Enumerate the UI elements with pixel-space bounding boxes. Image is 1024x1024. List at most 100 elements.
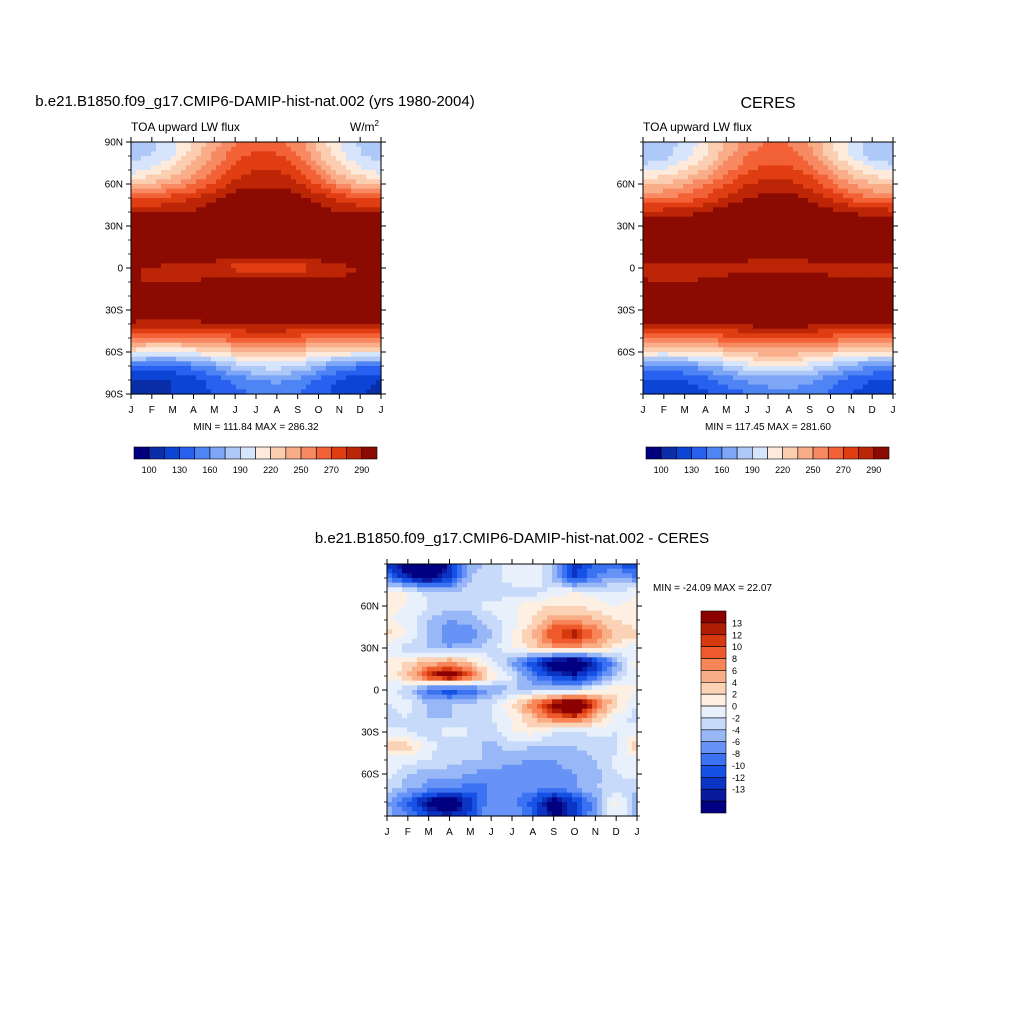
heatmap-cell: [206, 184, 212, 190]
heatmap-cell: [828, 324, 834, 330]
heatmap-cell: [738, 328, 744, 334]
heatmap-cell: [888, 286, 894, 292]
heatmap-cell: [648, 212, 654, 218]
heatmap-cell: [246, 249, 252, 255]
heatmap-cell: [663, 198, 669, 204]
heatmap-cell: [873, 156, 879, 162]
heatmap-cell: [713, 338, 719, 344]
heatmap-cell: [743, 142, 749, 148]
heatmap-cell: [848, 221, 854, 227]
heatmap-cell: [166, 156, 172, 162]
heatmap-cell: [658, 338, 664, 344]
heatmap-cell: [371, 216, 377, 222]
heatmap-cell: [648, 151, 654, 157]
heatmap-cell: [271, 240, 277, 246]
heatmap-cell: [171, 216, 177, 222]
heatmap-cell: [306, 356, 312, 362]
heatmap-cell: [673, 193, 679, 199]
heatmap-cell: [778, 319, 784, 325]
heatmap-cell: [788, 235, 794, 241]
heatmap-cell: [763, 296, 769, 302]
heatmap-cell: [703, 221, 709, 227]
heatmap-cell: [176, 384, 182, 390]
heatmap-cell: [146, 277, 152, 283]
heatmap-cell: [758, 193, 764, 199]
heatmap-cell: [181, 333, 187, 339]
heatmap-cell: [321, 202, 327, 208]
heatmap-cell: [251, 207, 257, 213]
heatmap-cell: [351, 146, 357, 152]
heatmap-cell: [743, 230, 749, 236]
heatmap-cell: [276, 352, 282, 358]
heatmap-cell: [236, 338, 242, 344]
heatmap-cell: [326, 338, 332, 344]
heatmap-cell: [838, 291, 844, 297]
heatmap-cell: [316, 230, 322, 236]
heatmap-cell: [131, 286, 137, 292]
heatmap-cell: [733, 156, 739, 162]
heatmap-cell: [186, 342, 192, 348]
heatmap-cell: [221, 375, 227, 381]
heatmap-cell: [331, 338, 337, 344]
heatmap-cell: [321, 156, 327, 162]
heatmap-cell: [336, 282, 342, 288]
heatmap-cell: [828, 244, 834, 250]
heatmap-cell: [281, 310, 287, 316]
heatmap-cell: [291, 319, 297, 325]
heatmap-cell: [768, 174, 774, 180]
heatmap-cell: [131, 165, 137, 171]
heatmap-cell: [778, 268, 784, 274]
heatmap-cell: [276, 300, 282, 306]
heatmap-cell: [763, 300, 769, 306]
heatmap-cell: [151, 366, 157, 372]
heatmap-cell: [873, 319, 879, 325]
heatmap-cell: [758, 174, 764, 180]
heatmap-cell: [713, 277, 719, 283]
heatmap-cell: [693, 240, 699, 246]
heatmap-cell: [798, 207, 804, 213]
heatmap-cell: [291, 207, 297, 213]
heatmap-cell: [698, 300, 704, 306]
heatmap-cell: [161, 370, 167, 376]
heatmap-cell: [361, 384, 367, 390]
heatmap-cell: [131, 207, 137, 213]
heatmap-cell: [176, 333, 182, 339]
heatmap-cell: [371, 202, 377, 208]
heatmap-cell: [758, 286, 764, 292]
heatmap-cell: [201, 212, 207, 218]
heatmap-cell: [251, 221, 257, 227]
heatmap-cell: [888, 324, 894, 330]
heatmap-cell: [733, 277, 739, 283]
heatmap-cell: [768, 216, 774, 222]
heatmap-cell: [718, 212, 724, 218]
heatmap-cell: [311, 347, 317, 353]
heatmap-cell: [888, 207, 894, 213]
heatmap-cell: [131, 333, 137, 339]
heatmap-cell: [331, 356, 337, 362]
heatmap-cell: [698, 221, 704, 227]
heatmap-cell: [186, 240, 192, 246]
heatmap-cell: [663, 216, 669, 222]
heatmap-cell: [231, 207, 237, 213]
heatmap-cell: [808, 314, 814, 320]
heatmap-cell: [186, 207, 192, 213]
heatmap-cell: [211, 310, 217, 316]
heatmap-cell: [216, 272, 222, 278]
heatmap-cell: [241, 184, 247, 190]
heatmap-cell: [883, 272, 889, 278]
heatmap-cell: [191, 272, 197, 278]
heatmap-cell: [331, 184, 337, 190]
heatmap-cell: [291, 277, 297, 283]
heatmap-cell: [171, 268, 177, 274]
heatmap-cell: [653, 207, 659, 213]
heatmap-cell: [346, 286, 352, 292]
heatmap-cell: [838, 268, 844, 274]
heatmap-cell: [883, 291, 889, 297]
heatmap-cell: [748, 160, 754, 166]
heatmap-cell: [798, 240, 804, 246]
heatmap-cell: [688, 179, 694, 185]
heatmap-cell: [713, 170, 719, 176]
heatmap-cell: [803, 165, 809, 171]
heatmap-cell: [698, 184, 704, 190]
heatmap-cell: [643, 188, 649, 194]
